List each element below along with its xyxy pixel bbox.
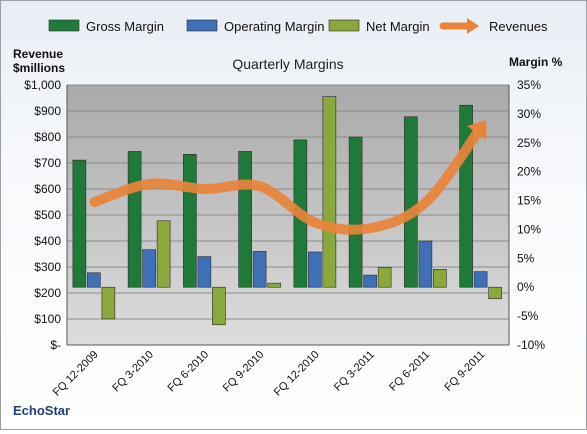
right-tick-label: 35% [517,78,541,92]
bar-operating-margin [308,251,322,288]
bar-operating-margin [252,251,267,288]
x-tick-label: FQ 6-2011 [387,349,432,394]
right-tick-label: 10% [517,222,541,236]
x-tick-label: FQ 3-2010 [110,349,156,395]
left-tick-label: $100 [34,312,61,326]
right-axis-label: Margin % [509,55,563,69]
legend: Gross Margin Operating Margin Net Margin Re… [48,18,548,34]
bar-operating-margin [87,272,101,288]
bar-net-margin [322,96,337,288]
bar-operating-margin [197,256,212,288]
revenue-line [89,120,487,235]
right-tick-label: 5% [517,251,535,265]
legend-arrowhead [467,18,479,34]
x-tick-label: FQ 3-2011 [332,349,377,394]
x-tick-label: FQ 12-2010 [272,349,322,399]
right-tick-label: 0% [517,280,535,294]
right-tick-label: 30% [517,107,541,121]
right-tick-label: -5% [517,309,539,323]
left-tick-label: $200 [34,286,61,300]
x-tick-label: FQ 12-2009 [51,349,101,399]
legend-swatch-operating-margin [186,19,218,32]
bar-net-margin [156,220,171,288]
bar-gross-margin [127,151,142,288]
legend-swatch-gross-margin [48,19,80,32]
legend-label: Operating Margin [224,19,324,34]
bar-operating-margin [363,274,377,288]
revenue-line-path [89,121,487,235]
right-tick-label: 25% [517,136,541,150]
bar-operating-margin [418,240,433,288]
bar-operating-margin [473,271,488,288]
bar-gross-margin [72,159,87,288]
legend-label: Net Margin [366,19,430,34]
left-axis-label-line2: $millions [13,61,65,75]
brand-label: EchoStar [13,403,70,418]
bar-net-margin [101,286,116,320]
left-tick-label: $600 [34,182,61,196]
legend-label: Revenues [489,19,548,34]
chart-title: Quarterly Margins [232,56,343,72]
left-tick-label: $500 [34,208,61,222]
bar-gross-margin [404,116,418,288]
left-tick-label: $700 [34,156,61,170]
bar-gross-margin [238,151,252,288]
left-tick-label: $- [50,338,61,352]
bar-net-margin [377,267,392,288]
bar-gross-margin [459,104,473,288]
x-tick-label: FQ 9-2010 [221,349,267,395]
x-tick-label: FQ 9-2011 [442,349,487,394]
left-tick-label: $400 [34,234,61,248]
right-tick-label: -10% [517,338,545,352]
bar-gross-margin [183,154,197,288]
revenue-arrowhead [466,120,487,141]
bar-net-margin [212,286,226,326]
bar-net-margin [267,282,281,288]
bar-net-margin [433,269,447,288]
right-tick-label: 15% [517,194,541,208]
legend-label: Gross Margin [86,19,164,34]
left-tick-label: $900 [34,104,61,118]
bar-marks [72,96,502,326]
legend-swatch-net-margin [328,19,360,32]
left-tick-label: $1,000 [24,78,61,92]
left-axis-label-line1: Revenue [13,47,63,61]
left-tick-label: $800 [34,130,61,144]
x-tick-label: FQ 6-2010 [166,349,212,395]
bar-operating-margin [142,249,156,288]
bar-net-margin [488,286,502,300]
right-tick-label: 20% [517,165,541,179]
bar-gross-margin [348,136,363,288]
left-tick-label: $300 [34,260,61,274]
